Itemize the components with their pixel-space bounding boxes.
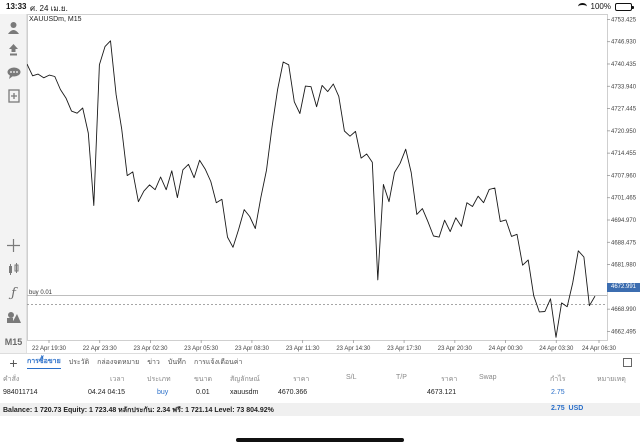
crosshair-icon[interactable] <box>4 236 23 255</box>
y-tick-label: 4733.940 <box>611 84 637 90</box>
add-icon[interactable]: + <box>9 354 18 371</box>
home-indicator <box>236 438 404 442</box>
status-date: ศ. 24 เม.ย. <box>30 4 68 13</box>
chart-svg: 4753.425 4746.930 4740.435 4733.940 4727.445… <box>27 14 637 352</box>
row-time: 04.24 04:15 <box>88 389 125 396</box>
price-series-line <box>27 40 596 338</box>
y-tick-label: 4662.495 <box>611 329 637 335</box>
x-tick-label: 24 Apr 00:30 <box>489 346 524 352</box>
chart-type-icon[interactable] <box>4 260 23 279</box>
new-order-icon[interactable] <box>4 86 23 105</box>
row-profit: 2.75 <box>551 389 565 396</box>
x-tick-label: 23 Apr 08:30 <box>235 346 270 352</box>
price-chart[interactable]: 4753.425 4746.930 4740.435 4733.940 4727.445… <box>27 14 640 353</box>
col-comment: หมายเหตุ <box>597 376 626 383</box>
tab-mailbox[interactable]: กล่องจดหมาย <box>97 359 140 366</box>
y-tick-label: 4746.930 <box>611 40 637 46</box>
x-tick-label: 23 Apr 11:30 <box>286 346 320 352</box>
status-time: 13:33 <box>6 2 27 11</box>
chart-toolbar: ƒ M15 <box>0 14 27 353</box>
col-type: ประเภท <box>147 376 171 383</box>
tab-history[interactable]: ประวัติ <box>68 359 90 366</box>
x-tick-label: 22 Apr 19:30 <box>32 346 67 352</box>
col-time: เวลา <box>110 376 125 383</box>
col-profit: กำไร <box>550 376 566 383</box>
total-profit: 2.75 USD <box>551 405 584 412</box>
timeframe-button[interactable]: M15 <box>4 336 23 347</box>
battery-percent: 100% <box>590 2 611 11</box>
x-tick-label: 24 Apr 03:30 <box>539 346 574 352</box>
x-tick-label: 23 Apr 02:30 <box>133 346 168 352</box>
row-type: buy <box>157 389 169 396</box>
row-order: 984011714 <box>3 389 38 396</box>
x-tick-label: 23 Apr 20:30 <box>438 346 473 352</box>
chat-icon[interactable] <box>4 63 23 82</box>
col-tp: T/P <box>396 374 407 381</box>
y-tick-label: 4701.465 <box>611 196 637 202</box>
col-price-current: ราคา <box>441 376 458 383</box>
tab-journal[interactable]: บันทึก <box>167 359 186 366</box>
col-sl: S/L <box>346 374 357 381</box>
y-tick-label: 4668.990 <box>611 307 637 313</box>
objects-icon[interactable] <box>4 307 23 326</box>
row-current-price: 4673.121 <box>427 389 457 396</box>
plot-border <box>27 14 608 341</box>
terminal-tabs: + การซื้อขาย ประวัติ กล่องจดหมาย ข่าว บั… <box>0 353 640 371</box>
y-tick-label: 4688.475 <box>611 240 637 246</box>
y-tick-label: 4681.980 <box>611 263 637 269</box>
col-swap: Swap <box>479 374 497 381</box>
y-tick-label: 4753.425 <box>611 17 637 23</box>
y-tick-label: 4740.435 <box>611 62 637 68</box>
row-symbol: xauusdm <box>230 389 259 396</box>
y-tick-label: 4727.445 <box>611 107 637 113</box>
battery-icon <box>615 2 634 11</box>
balance-text: Balance: 1 720.73 Equity: 1 723.48 หลักป… <box>3 407 274 414</box>
y-tick-label: 4694.970 <box>611 218 637 224</box>
tab-news[interactable]: ข่าว <box>147 359 160 366</box>
tab-trade[interactable]: การซื้อขาย <box>27 356 61 369</box>
col-price: ราคา <box>293 376 310 383</box>
current-price-tag: 4672.991 <box>607 283 640 292</box>
x-tick-label: 23 Apr 14:30 <box>336 346 371 352</box>
x-tick-label: 23 Apr 17:30 <box>387 346 422 352</box>
row-size: 0.01 <box>196 389 210 396</box>
wifi-icon <box>577 3 587 10</box>
expand-icon[interactable] <box>623 358 632 367</box>
table-row[interactable]: 984011714 04.24 04:15 buy 0.01 xauusdm 4… <box>0 386 640 402</box>
row-open-price: 4670.366 <box>278 389 308 396</box>
chart-symbol: XAUUSDm, M15 <box>29 16 82 23</box>
col-size: ขนาด <box>194 376 213 383</box>
balance-bar: Balance: 1 720.73 Equity: 1 723.48 หลักป… <box>0 403 640 416</box>
account-icon[interactable] <box>4 18 23 37</box>
status-bar: 13:33 ศ. 24 เม.ย. 100% <box>0 0 640 14</box>
table-header: คำสั่ง เวลา ประเภท ขนาด สัญลักษณ์ ราคา S… <box>0 371 640 385</box>
trade-icon[interactable] <box>4 40 23 59</box>
y-tick-label: 4714.455 <box>611 151 637 157</box>
col-symbol: สัญลักษณ์ <box>230 376 260 383</box>
y-tick-label: 4707.960 <box>611 173 637 179</box>
x-tick-label: 23 Apr 05:30 <box>184 346 219 352</box>
indicators-icon[interactable]: ƒ <box>11 286 16 301</box>
tab-alerts[interactable]: การแจ้งเตือนค่า <box>193 359 243 366</box>
x-tick-label: 24 Apr 06:30 <box>582 346 617 352</box>
y-tick-label: 4720.950 <box>611 129 637 135</box>
trade-level-label: buy 0.01 <box>29 290 53 296</box>
col-order: คำสั่ง <box>3 376 20 383</box>
x-tick-label: 22 Apr 23:30 <box>83 346 118 352</box>
